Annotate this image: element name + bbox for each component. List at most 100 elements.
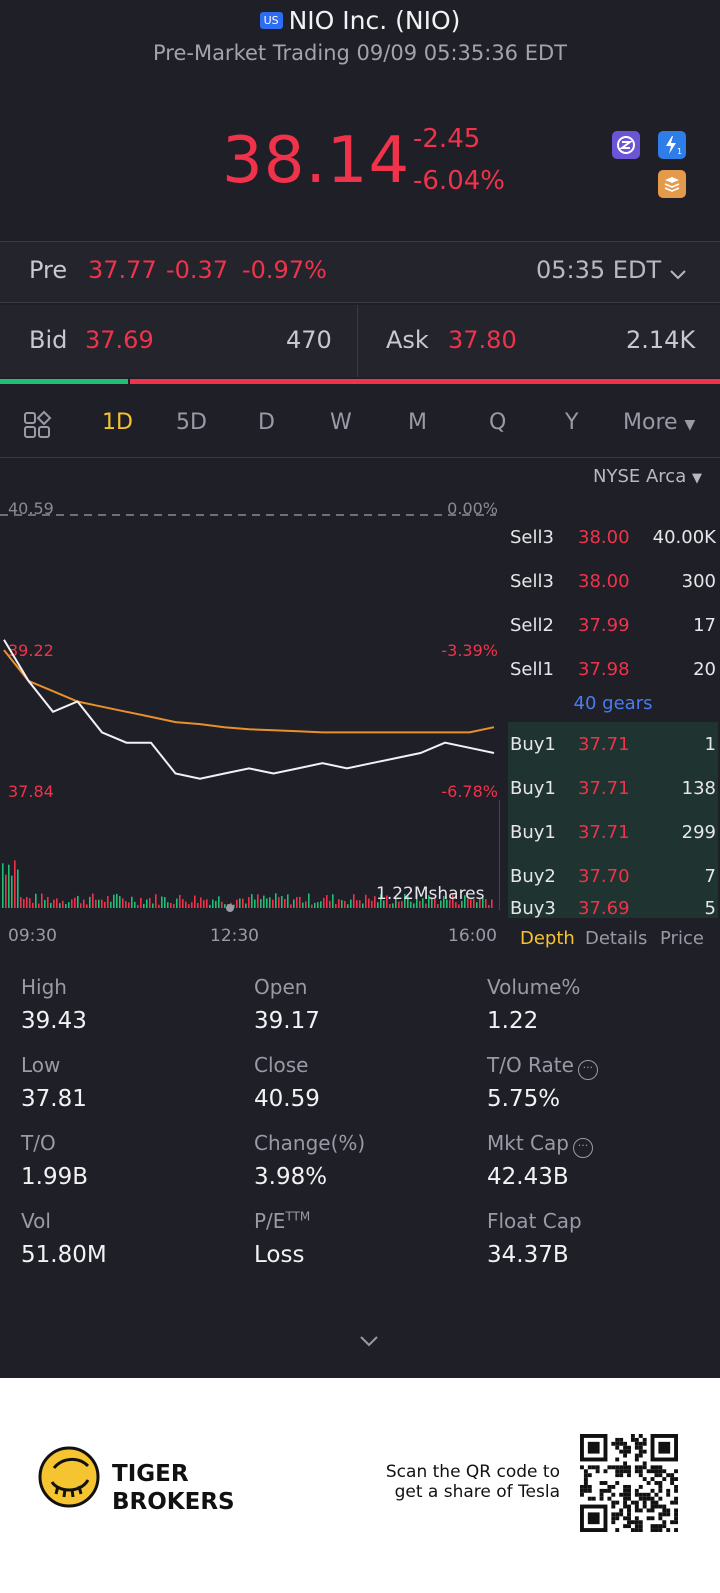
- volume-bar: [368, 898, 370, 908]
- tab-5d[interactable]: 5D: [176, 410, 207, 435]
- volume-bar: [377, 902, 379, 908]
- volume-bar: [8, 864, 10, 908]
- volume-bar: [353, 894, 355, 908]
- stock-name: NIO Inc. (NIO): [288, 6, 461, 35]
- stat-label: P/E: [254, 1209, 286, 1233]
- volume-bar: [95, 899, 97, 908]
- pre-market-row[interactable]: Pre 37.77 -0.37 -0.97% 05:35 EDT: [0, 241, 720, 303]
- stat-label-with-info: T/O Rate ···: [487, 1053, 598, 1080]
- volume-bar: [14, 860, 16, 908]
- volume-bar: [191, 902, 193, 908]
- stack-icon[interactable]: [658, 170, 686, 198]
- volume-bar: [29, 898, 31, 908]
- stat-value: 1.99B: [21, 1164, 88, 1190]
- tab-details[interactable]: Details: [585, 928, 648, 949]
- pre-change-percent: -0.97%: [242, 256, 327, 284]
- z-icon[interactable]: [612, 131, 640, 159]
- volume-bar: [320, 901, 322, 908]
- volume-bar: [44, 899, 46, 908]
- ask-ratio-bar: [130, 379, 720, 384]
- volume-bar: [62, 900, 64, 908]
- price-change-percent: -6.04%: [413, 166, 505, 196]
- tab-depth[interactable]: Depth: [520, 928, 575, 949]
- volume-bar: [167, 902, 169, 908]
- volume-bar: [239, 898, 241, 908]
- volume-bar: [158, 904, 160, 908]
- buy-row[interactable]: Buy3 37.69 5: [508, 890, 718, 918]
- tab-y[interactable]: Y: [565, 410, 579, 435]
- volume-bar: [266, 898, 268, 908]
- volume-bar: [152, 903, 154, 908]
- row-price: 37.71: [578, 778, 630, 799]
- exchange-selector[interactable]: NYSE Arca ▼: [593, 466, 702, 487]
- volume-bar: [488, 904, 490, 908]
- volume-bar: [308, 893, 310, 908]
- volume-bar: [17, 869, 19, 908]
- buy-row[interactable]: Buy1 37.71 138: [508, 768, 718, 812]
- price-line: [3, 639, 495, 780]
- tab-1d[interactable]: 1D: [102, 410, 133, 435]
- tab-d[interactable]: D: [258, 410, 275, 435]
- volume-bar: [179, 894, 181, 908]
- row-label: Sell3: [510, 527, 554, 548]
- ask-label: Ask: [386, 326, 429, 354]
- volume-bar: [122, 898, 124, 908]
- tab-w[interactable]: W: [330, 410, 352, 435]
- sell-row[interactable]: Sell3 38.00 300: [508, 561, 718, 605]
- gears-selector[interactable]: 40 gears: [573, 693, 653, 714]
- volume-bar: [335, 903, 337, 908]
- grid-icon[interactable]: [22, 410, 52, 444]
- buy-row[interactable]: Buy1 37.71 1: [508, 724, 718, 768]
- volume-bar: [299, 896, 301, 908]
- volume-bars: [2, 860, 493, 908]
- volume-bar: [203, 900, 205, 908]
- tab-more[interactable]: More ▼: [623, 410, 695, 435]
- volume-bar: [74, 897, 76, 908]
- buy-row[interactable]: Buy2 37.70 7: [508, 856, 718, 900]
- sell-row[interactable]: Sell2 37.99 17: [508, 605, 718, 649]
- volume-bar: [98, 899, 100, 908]
- volume-bar: [413, 903, 415, 908]
- sell-row[interactable]: Sell3 38.00 40.00K: [508, 517, 718, 561]
- row-size: 5: [704, 898, 716, 918]
- volume-bar: [2, 863, 4, 908]
- expand-chevron-icon[interactable]: [358, 1333, 380, 1352]
- tab-price[interactable]: Price: [660, 928, 704, 949]
- pre-change: -0.37: [166, 256, 229, 284]
- volume-bar: [23, 899, 25, 908]
- volume-bar: [386, 895, 388, 908]
- buy-row[interactable]: Buy1 37.71 299: [508, 812, 718, 856]
- volume-bar: [422, 898, 424, 908]
- stat-label: Change(%): [254, 1131, 366, 1155]
- volume-bar: [194, 895, 196, 908]
- volume-bar: [161, 896, 163, 908]
- lightning-icon[interactable]: 1: [658, 131, 686, 159]
- stat-label: High: [21, 975, 67, 999]
- brand-line-1: TIGER: [112, 1461, 189, 1487]
- volume-bar: [404, 893, 406, 908]
- stat-value: 42.43B: [487, 1164, 569, 1190]
- sell-row[interactable]: Sell1 37.98 20: [508, 649, 718, 693]
- volume-bar: [77, 895, 79, 908]
- ask-price: 37.80: [448, 326, 517, 354]
- info-icon[interactable]: ···: [572, 1138, 593, 1158]
- row-price: 37.71: [578, 734, 630, 755]
- tab-q[interactable]: Q: [489, 410, 507, 435]
- intraday-chart[interactable]: 40.59 0.00% 39.22 -3.39% 37.84 -6.78%: [0, 490, 500, 920]
- row-label: Buy2: [510, 866, 556, 887]
- brand-name: TIGER BROKERS: [112, 1460, 235, 1516]
- lightning-badge: 1: [677, 147, 682, 156]
- volume-bar: [275, 893, 277, 908]
- tab-m[interactable]: M: [408, 410, 427, 435]
- stat-value: 5.75%: [487, 1086, 561, 1112]
- volume-bar: [35, 893, 37, 908]
- volume-bar: [170, 902, 172, 908]
- qr-code-icon: [580, 1434, 678, 1536]
- ask-size: 2.14K: [626, 326, 696, 354]
- volume-bar: [182, 899, 184, 908]
- info-icon[interactable]: ···: [577, 1060, 598, 1080]
- bid-price: 37.69: [85, 326, 154, 354]
- high-pct-label: -3.39%: [441, 641, 498, 660]
- volume-bar: [476, 902, 478, 908]
- chevron-down-icon[interactable]: [668, 260, 688, 288]
